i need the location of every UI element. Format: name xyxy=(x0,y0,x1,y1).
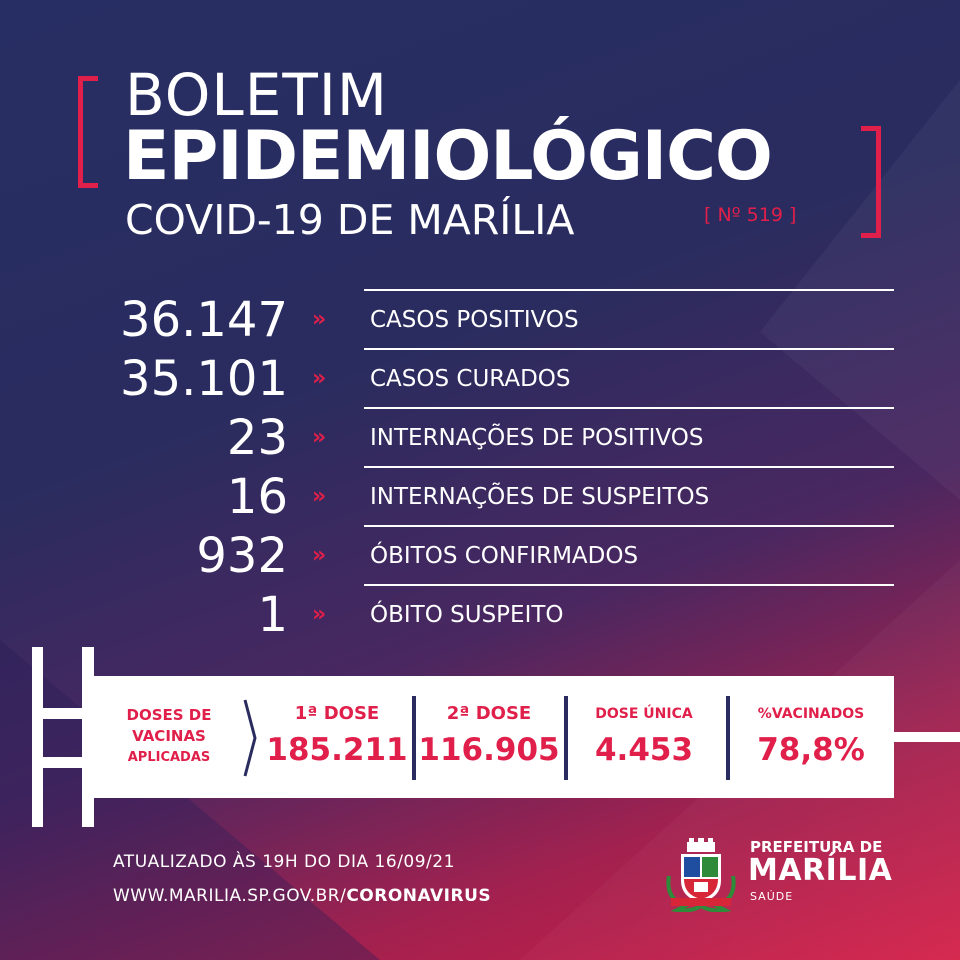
stat-divider xyxy=(364,525,894,527)
stat-row-hosp-positive: 23 » INTERNAÇÕES DE POSITIVOS xyxy=(0,410,960,468)
brand-subtitle: SAÚDE xyxy=(750,890,794,903)
stat-value: 23 xyxy=(226,410,288,466)
doses-heading-line3: APLICADAS xyxy=(127,750,211,765)
second-dose-value: 116.905 xyxy=(418,732,560,768)
syringe-plunger-rod xyxy=(43,708,89,719)
single-dose-label: DOSE ÚNICA xyxy=(595,706,693,722)
doses-heading-line2: VACINAS xyxy=(132,727,206,745)
website-link[interactable]: WWW.MARILIA.SP.GOV.BR/CORONAVIRUS xyxy=(113,886,491,906)
double-chevron-icon: » xyxy=(312,307,326,332)
first-dose-cell: 1ª DOSE 185.211 xyxy=(266,676,408,798)
bulletin-number: [ Nº 519 ] xyxy=(704,204,797,226)
right-bracket xyxy=(861,126,881,238)
chevron-right-icon xyxy=(243,699,257,777)
stat-label: CASOS CURADOS xyxy=(370,366,571,392)
double-chevron-icon: » xyxy=(312,602,326,627)
syringe-stopper xyxy=(82,647,94,827)
percent-vaccinated-value: 78,8% xyxy=(757,732,865,768)
stat-value: 36.147 xyxy=(120,292,288,348)
double-chevron-icon: » xyxy=(312,366,326,391)
syringe-plunger-rod xyxy=(43,757,89,768)
stat-label: INTERNAÇÕES DE POSITIVOS xyxy=(370,425,704,451)
stat-row-death-suspect: 1 » ÓBITO SUSPEITO xyxy=(0,587,960,645)
second-dose-label: 2ª DOSE xyxy=(446,703,532,724)
left-bracket xyxy=(78,76,98,188)
stat-divider xyxy=(364,407,894,409)
double-chevron-icon: » xyxy=(312,484,326,509)
stat-label: CASOS POSITIVOS xyxy=(370,307,579,333)
stat-label: INTERNAÇÕES DE SUSPEITOS xyxy=(370,484,710,510)
title-line3: COVID-19 DE MARÍLIA xyxy=(125,196,575,244)
single-dose-cell: DOSE ÚNICA 4.453 xyxy=(570,676,718,798)
stat-value: 35.101 xyxy=(120,351,288,407)
stat-divider xyxy=(364,466,894,468)
panel-divider xyxy=(412,696,416,780)
single-dose-value: 4.453 xyxy=(594,732,694,768)
doses-heading-line1: DOSES DE xyxy=(126,706,212,724)
stat-value: 932 xyxy=(196,528,288,584)
stat-divider xyxy=(364,584,894,586)
doses-heading: DOSES DE VACINAS APLICADAS xyxy=(94,705,244,768)
stat-row-deaths: 932 » ÓBITOS CONFIRMADOS xyxy=(0,528,960,586)
syringe-icon xyxy=(32,647,43,827)
coat-of-arms-icon xyxy=(666,838,736,912)
panel-divider xyxy=(726,696,730,780)
double-chevron-icon: » xyxy=(312,425,326,450)
vaccine-panel: DOSES DE VACINAS APLICADAS 1ª DOSE 185.2… xyxy=(94,676,894,798)
stat-row-recovered: 35.101 » CASOS CURADOS xyxy=(0,351,960,409)
brand-logo-text: MARÍLIA xyxy=(748,853,893,888)
percent-vaccinated-label: %VACINADOS xyxy=(757,706,865,722)
website-url-path: CORONAVIRUS xyxy=(346,886,492,906)
stat-divider xyxy=(364,289,894,291)
syringe-needle xyxy=(894,732,960,742)
stat-row-hosp-suspect: 16 » INTERNAÇÕES DE SUSPEITOS xyxy=(0,469,960,527)
first-dose-label: 1ª DOSE xyxy=(294,703,380,724)
title-line1: BOLETIM xyxy=(125,61,388,129)
stat-value: 16 xyxy=(226,469,288,525)
stat-label: ÓBITO SUSPEITO xyxy=(370,602,564,628)
title-line2: EPIDEMIOLÓGICO xyxy=(123,117,773,196)
website-url-prefix: WWW.MARILIA.SP.GOV.BR/ xyxy=(113,886,347,906)
percent-vaccinated-cell: %VACINADOS 78,8% xyxy=(732,676,890,798)
stat-value: 1 xyxy=(257,587,288,643)
second-dose-cell: 2ª DOSE 116.905 xyxy=(418,676,560,798)
panel-divider xyxy=(564,696,568,780)
brand-line1: PREFEITURA DE xyxy=(750,838,883,856)
stat-divider xyxy=(364,348,894,350)
updated-text: ATUALIZADO ÀS 19H DO DIA 16/09/21 xyxy=(113,852,455,872)
first-dose-value: 185.211 xyxy=(266,732,408,768)
stat-label: ÓBITOS CONFIRMADOS xyxy=(370,543,639,569)
double-chevron-icon: » xyxy=(312,543,326,568)
stat-row-positive: 36.147 » CASOS POSITIVOS xyxy=(0,292,960,350)
